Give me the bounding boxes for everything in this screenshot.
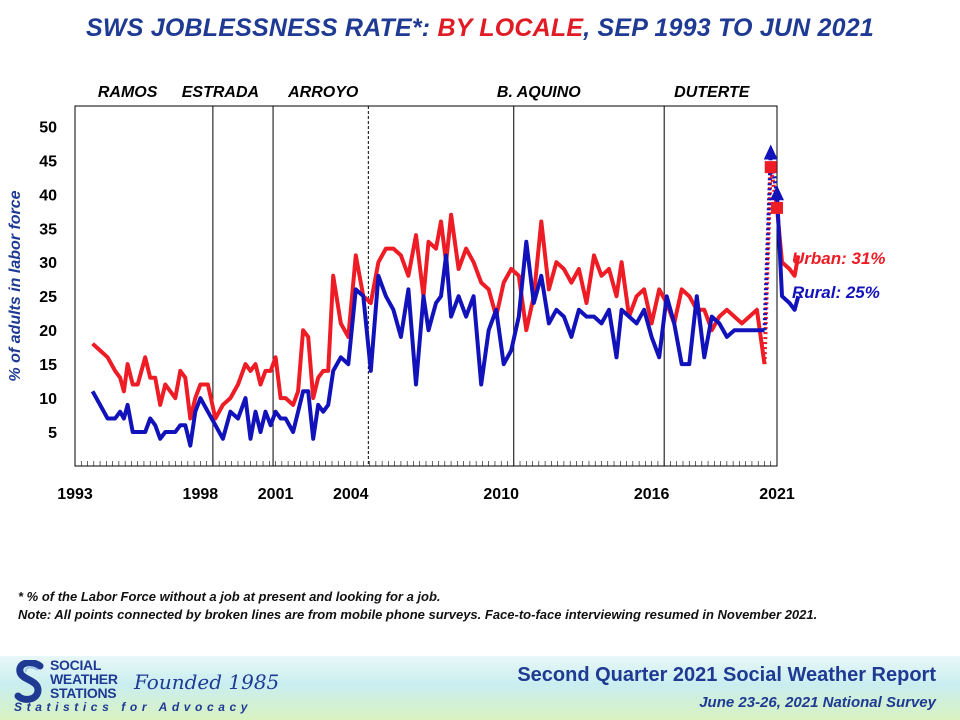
footnote-definition: * % of the Labor Force without a job at … [18, 589, 441, 604]
rural-mobile-marker [770, 185, 784, 201]
rural-mobile-dotted-line [762, 153, 779, 331]
title-part2: BY LOCALE [437, 14, 584, 42]
urban-series-line [91, 212, 767, 421]
y-tick-label: 20 [39, 323, 57, 340]
president-label: RAMOS [98, 84, 158, 101]
legend-urban: Urban: 31% [792, 249, 886, 268]
x-tick-label: 1998 [183, 486, 219, 503]
title-part1: SWS JOBLESSNESS RATE*: [86, 14, 438, 42]
sws-logo-icon [14, 660, 44, 703]
urban-mobile-marker [764, 161, 777, 174]
president-label: DUTERTE [674, 84, 751, 101]
survey-date: June 23-26, 2021 National Survey [699, 694, 936, 711]
x-tick-label: 2001 [258, 486, 294, 503]
y-axis-label: % of adults in labor force [7, 190, 24, 381]
x-tick-label: 2021 [759, 486, 795, 503]
org-name-line1: SOCIAL [50, 657, 102, 673]
rural-series-line [90, 239, 765, 448]
x-tick-label: 2010 [483, 486, 519, 503]
tagline: Statistics for Advocacy [14, 700, 253, 714]
y-tick-label: 45 [39, 153, 57, 170]
rural-mobile-marker [763, 144, 778, 160]
x-tick-label: 2004 [333, 486, 369, 503]
x-tick-label: 2016 [634, 486, 670, 503]
legend-rural: Rural: 25% [792, 283, 880, 302]
org-name-line3: STATIONS [50, 685, 117, 701]
report-title: Second Quarter 2021 Social Weather Repor… [517, 664, 936, 686]
urban-mobile-marker [771, 201, 783, 214]
org-name: SOCIAL WEATHER STATIONS [50, 658, 118, 700]
y-tick-label: 10 [39, 391, 57, 408]
founded-text: Founded 1985 [134, 670, 280, 694]
footnote-note: Note: All points connected by broken lin… [18, 607, 818, 622]
rural-final-line [775, 194, 801, 312]
president-label: ARROYO [287, 84, 359, 101]
y-tick-label: 15 [39, 357, 57, 374]
report-banner: SOCIAL WEATHER STATIONS Founded 1985 Sta… [0, 656, 960, 720]
chart-area: RAMOS ESTRADA ARROYO B. AQUINO DUTERTE 5 10 15 2… [7, 84, 886, 503]
y-tick-label: 30 [39, 255, 57, 272]
y-tick-label: 50 [39, 119, 57, 136]
y-tick-label: 35 [39, 221, 57, 238]
chart-title: SWS JOBLESSNESS RATE*: BY LOCALE, SEP 19… [0, 14, 960, 43]
y-tick-label: 25 [39, 289, 57, 306]
title-part3: , SEP 1993 TO JUN 2021 [583, 14, 874, 42]
org-name-line2: WEATHER [50, 671, 118, 687]
president-label: ESTRADA [182, 84, 259, 101]
president-label: B. AQUINO [497, 84, 581, 101]
x-tick-label: 1993 [57, 486, 93, 503]
y-tick-label: 5 [48, 425, 57, 442]
y-tick-label: 40 [39, 187, 57, 204]
